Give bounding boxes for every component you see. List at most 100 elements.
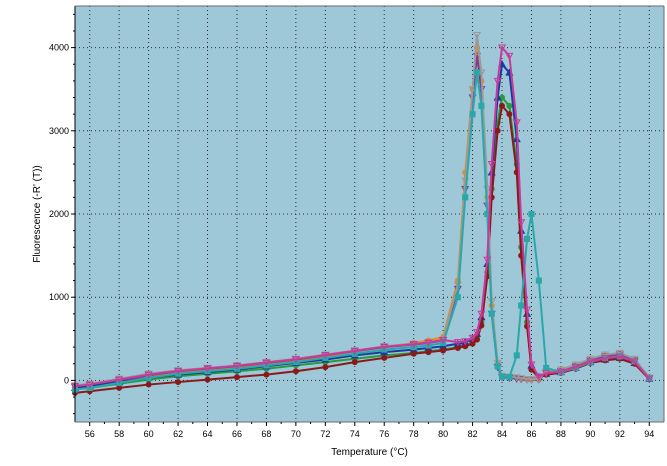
x-tick-label: 56	[85, 429, 95, 439]
x-tick-label: 72	[320, 429, 330, 439]
x-tick-label: 76	[379, 429, 389, 439]
data-point	[461, 338, 470, 346]
data-point	[472, 329, 482, 337]
y-tick-label: 3000	[49, 126, 69, 136]
data-point	[523, 376, 532, 384]
data-point	[473, 336, 480, 343]
data-point	[292, 368, 299, 375]
data-point	[542, 370, 551, 378]
data-point	[518, 302, 525, 309]
data-point	[517, 219, 526, 227]
data-point	[512, 375, 521, 383]
data-point	[454, 294, 461, 301]
data-point	[204, 376, 211, 383]
data-point	[523, 235, 531, 243]
x-tick-label: 94	[644, 429, 654, 439]
data-point	[321, 351, 330, 360]
data-point	[468, 86, 477, 94]
x-tick-label: 58	[114, 429, 124, 439]
series	[70, 44, 654, 391]
data-point	[439, 336, 448, 345]
data-point	[487, 161, 496, 169]
data-point	[601, 355, 610, 363]
data-point	[115, 376, 124, 384]
x-tick-label: 92	[615, 429, 625, 439]
data-point	[535, 277, 542, 284]
data-point	[534, 373, 543, 381]
x-tick-label: 66	[232, 429, 242, 439]
x-tick-label: 64	[203, 429, 213, 439]
data-point	[262, 359, 271, 367]
data-point	[523, 306, 532, 314]
data-point	[263, 371, 270, 378]
data-point	[175, 379, 182, 386]
data-point	[350, 347, 359, 356]
data-point	[517, 375, 526, 383]
data-point	[528, 210, 535, 218]
data-point	[424, 339, 433, 347]
data-point	[462, 194, 469, 201]
data-point	[512, 374, 521, 382]
x-tick-label: 70	[291, 429, 301, 439]
data-point	[488, 310, 495, 317]
x-tick-label: 82	[468, 429, 478, 439]
x-tick-label: 68	[261, 429, 271, 439]
data-point	[493, 77, 502, 86]
data-point	[513, 352, 520, 359]
data-point	[498, 373, 506, 380]
data-point	[630, 358, 639, 366]
data-point	[380, 343, 389, 351]
data-point	[453, 339, 462, 347]
data-point	[116, 384, 123, 391]
data-point	[512, 119, 521, 127]
data-point	[586, 358, 595, 366]
data-point	[440, 347, 447, 354]
data-point	[410, 350, 417, 357]
y-axis-title: Fluorescence (-R' (T))	[32, 165, 43, 262]
x-tick-label: 88	[556, 429, 566, 439]
data-point	[145, 381, 152, 388]
x-tick-label: 74	[350, 429, 360, 439]
y-tick-label: 1000	[49, 292, 69, 302]
data-point	[291, 356, 300, 364]
x-tick-label: 62	[173, 429, 183, 439]
data-point	[506, 374, 513, 381]
data-point	[322, 364, 329, 371]
axes: 56 58 60 62 64 66 68 70 72 74 76 78 80 82 84 86 88 90 92 94…	[49, 5, 665, 439]
data-point	[468, 334, 477, 343]
y-tick-label: 0	[64, 375, 69, 385]
data-point	[499, 102, 506, 109]
x-tick-label: 80	[438, 429, 448, 439]
x-tick-label: 60	[144, 429, 154, 439]
data-point	[351, 359, 358, 366]
data-point	[454, 344, 461, 351]
x-tick-label: 90	[585, 429, 595, 439]
y-tick-label: 2000	[49, 209, 69, 219]
data-point	[645, 375, 654, 383]
data-point	[203, 365, 212, 373]
data-point	[473, 69, 481, 76]
data-point	[469, 340, 476, 347]
data-point	[144, 371, 153, 379]
data-point	[477, 310, 486, 319]
x-tick-label: 84	[497, 429, 507, 439]
data-point	[409, 341, 418, 349]
data-point	[506, 111, 513, 118]
grid-lines	[75, 6, 664, 422]
x-tick-label: 78	[409, 429, 419, 439]
x-axis-title: Temperature (°C)	[331, 447, 408, 458]
data-point	[615, 353, 624, 361]
data-point	[497, 44, 507, 52]
data-point	[174, 367, 183, 376]
data-point	[472, 32, 482, 40]
series-line	[74, 46, 651, 388]
data-point	[425, 349, 432, 356]
x-tick-label: 86	[526, 429, 536, 439]
data-point	[571, 364, 580, 372]
data-point	[85, 381, 94, 389]
data-point	[233, 374, 240, 381]
data-point	[232, 362, 242, 371]
data-point	[478, 102, 485, 109]
data-point	[556, 368, 565, 376]
